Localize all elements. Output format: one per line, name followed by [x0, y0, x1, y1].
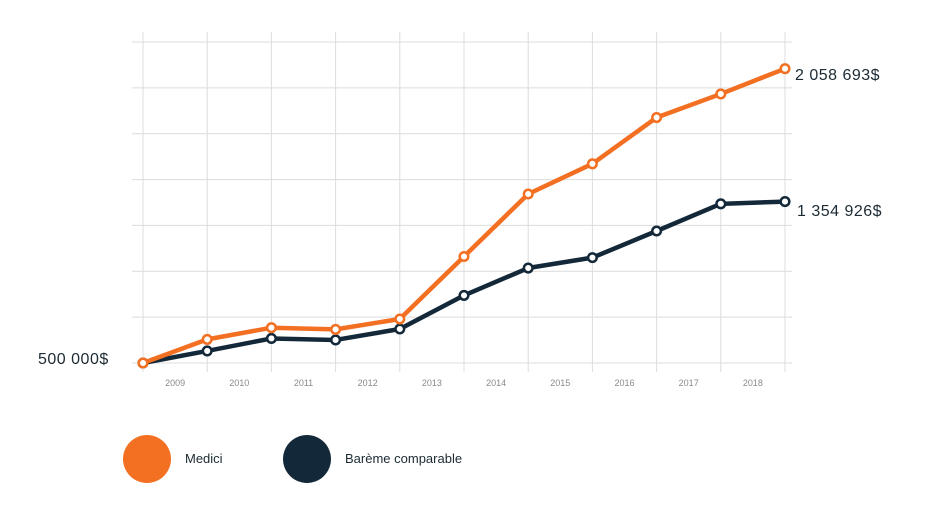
start-value-label: 500 000$	[38, 351, 109, 368]
x-tick-label-2018: 2018	[743, 378, 763, 388]
data-point-medici-0	[137, 357, 149, 369]
x-tick-label-2013: 2013	[422, 378, 442, 388]
data-point-medici-6	[522, 188, 534, 200]
data-point-bareme-7	[586, 252, 598, 264]
data-point-medici-3	[330, 323, 342, 335]
data-point-bareme-5	[458, 289, 470, 301]
chart-grid	[132, 32, 792, 372]
data-point-bareme-1	[201, 345, 213, 357]
data-point-bareme-6	[522, 262, 534, 274]
data-point-medici-1	[201, 333, 213, 345]
x-tick-label-2010: 2010	[229, 378, 249, 388]
x-axis-ticks: 2009 2010 2011 2012 2013 2014 2015 2016 2017 2018	[165, 378, 763, 388]
legend-label-medici: Medici	[185, 451, 223, 466]
data-point-bareme-2	[265, 332, 277, 345]
x-tick-label-2011: 2011	[294, 378, 313, 388]
end-value-label-bareme: 1 354 926$	[797, 203, 882, 220]
data-point-bareme-10	[779, 196, 791, 208]
x-tick-label-2012: 2012	[358, 378, 378, 388]
end-value-label-medici: 2 058 693$	[795, 67, 880, 84]
data-point-medici-8	[651, 111, 663, 124]
x-tick-label-2014: 2014	[486, 378, 506, 388]
data-point-medici-9	[715, 88, 727, 100]
data-point-medici-10	[779, 63, 791, 75]
legend: Medici Barème comparable	[123, 435, 462, 483]
legend-swatch-bareme	[283, 435, 331, 483]
data-point-bareme-3	[330, 334, 342, 346]
data-point-medici-5	[458, 250, 470, 263]
legend-swatch-medici	[123, 435, 171, 483]
data-point-medici-7	[586, 158, 598, 170]
data-point-medici-4	[394, 313, 406, 325]
legend-label-bareme: Barème comparable	[345, 451, 462, 466]
series-points	[137, 63, 791, 369]
data-point-bareme-8	[651, 225, 663, 237]
x-tick-label-2016: 2016	[614, 378, 634, 388]
x-tick-label-2009: 2009	[165, 378, 185, 388]
x-tick-label-2015: 2015	[550, 378, 570, 388]
data-point-bareme-4	[394, 323, 406, 335]
x-tick-label-2017: 2017	[679, 378, 699, 388]
data-point-bareme-9	[715, 198, 727, 210]
data-point-medici-2	[265, 322, 277, 334]
